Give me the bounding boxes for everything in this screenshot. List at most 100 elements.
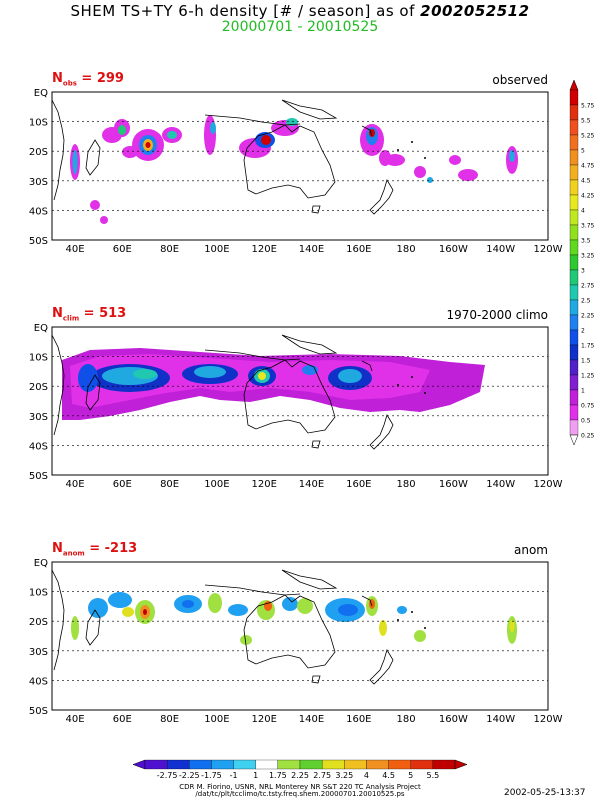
right-colorbar-label: 5.5 <box>581 118 591 125</box>
bottom-colorbar-swatch <box>410 759 434 770</box>
panel-climo <box>51 326 549 476</box>
lon-tick-label: 160E <box>346 244 371 255</box>
lon-tick-label: 100E <box>204 479 229 490</box>
right-colorbar-label: 0.5 <box>581 418 591 425</box>
bottom-colorbar-swatch <box>277 759 301 770</box>
right-colorbar-swatch <box>569 419 579 436</box>
bottom-colorbar-right-arrow <box>454 759 468 770</box>
lon-tick-label: 140W <box>486 244 515 255</box>
panel-observed-label: observed <box>492 73 548 87</box>
bottom-colorbar-label: -2.75 <box>157 771 178 780</box>
right-colorbar-label: 5.75 <box>581 103 595 110</box>
bottom-colorbar-swatch <box>144 759 168 770</box>
right-colorbar-label: 3 <box>581 268 585 275</box>
bottom-colorbar-swatch <box>432 759 456 770</box>
right-colorbar-label: 3.5 <box>581 238 591 245</box>
lat-tick-label: 50S <box>29 706 48 717</box>
bottom-colorbar-label: 1 <box>253 771 258 780</box>
lon-tick-label: 120W <box>534 479 563 490</box>
bottom-colorbar-swatch <box>321 759 345 770</box>
lon-tick-label: 60E <box>113 714 132 725</box>
right-colorbar-label: 3.75 <box>581 223 595 230</box>
right-colorbar-label: 4 <box>581 208 585 215</box>
lat-tick-label: 50S <box>29 236 48 247</box>
right-colorbar-swatch <box>569 374 579 391</box>
observed-density-field <box>70 115 518 224</box>
bottom-colorbar-swatch <box>344 759 367 770</box>
right-colorbar-swatch <box>569 404 579 421</box>
bottom-colorbar-label: 4 <box>364 771 369 780</box>
lat-tick-label: 10S <box>29 353 48 364</box>
lon-tick-label: 160E <box>346 714 371 725</box>
lon-tick-label: 180 <box>397 479 416 490</box>
bottom-colorbar-label: 2.25 <box>291 771 309 780</box>
bottom-colorbar-label: 4.5 <box>382 771 395 780</box>
right-colorbar-swatch <box>569 209 579 226</box>
lat-tick-label: 40S <box>29 441 48 452</box>
right-colorbar-label: 3.25 <box>581 253 595 260</box>
right-colorbar-label: 2.25 <box>581 313 595 320</box>
bottom-colorbar-label: -1.75 <box>201 771 222 780</box>
bottom-colorbar-label: 5 <box>408 771 413 780</box>
lon-tick-label: 160W <box>439 244 468 255</box>
bottom-colorbar-label: 2.75 <box>313 771 331 780</box>
lon-tick-label: 140W <box>486 479 515 490</box>
lat-tick-label: 50S <box>29 471 48 482</box>
right-colorbar-swatch <box>569 164 579 181</box>
right-colorbar-label: 1.25 <box>581 373 595 380</box>
bottom-colorbar-label: 3.25 <box>335 771 353 780</box>
right-colorbar-swatch <box>569 179 579 196</box>
lon-tick-label: 180 <box>397 244 416 255</box>
panel-climo-count: Nclim = 513 <box>52 306 127 323</box>
panel-anom-count: Nanom = -213 <box>52 541 138 558</box>
lon-tick-label: 100E <box>204 714 229 725</box>
right-colorbar-swatch <box>569 254 579 271</box>
panel-anom-label: anom <box>514 543 548 557</box>
right-colorbar-bottom-arrow <box>569 434 579 446</box>
lon-tick-label: 60E <box>113 244 132 255</box>
right-colorbar-top-arrow <box>569 79 579 91</box>
right-colorbar-label: 5.25 <box>581 133 595 140</box>
lon-tick-label: 160E <box>346 479 371 490</box>
bottom-colorbar: -2.75 -2.25 -1.75 -1 1 1.75 2.25 2.75 3.25 4 4.5 5 5… <box>132 759 468 780</box>
bottom-colorbar-left-arrow <box>132 759 146 770</box>
bottom-colorbar-swatch <box>211 759 234 770</box>
right-colorbar-swatch <box>569 239 579 256</box>
right-colorbar-label: 5 <box>581 148 585 155</box>
lon-tick-label: 40E <box>65 479 84 490</box>
lon-tick-label: 40E <box>65 714 84 725</box>
lon-tick-label: 120E <box>251 244 276 255</box>
lat-tick-label: 30S <box>29 177 48 188</box>
bottom-colorbar-swatch <box>388 759 411 770</box>
bottom-colorbar-label: -1 <box>230 771 238 780</box>
lon-tick-label: 140E <box>299 714 324 725</box>
lon-tick-label: 80E <box>160 479 179 490</box>
right-colorbar-label: 2 <box>581 328 585 335</box>
lat-tick-label: 20S <box>29 382 48 393</box>
right-colorbar-swatch <box>569 119 579 136</box>
axis-labels: EQ 10S 20S 30S 40S 50S 40E 60E 80E 100E 120E 140E 16… <box>29 88 563 725</box>
right-colorbar-swatch <box>569 344 579 361</box>
lon-tick-label: 160W <box>439 479 468 490</box>
lat-tick-label: EQ <box>34 88 48 99</box>
lon-tick-label: 80E <box>160 244 179 255</box>
climo-density-field <box>62 348 485 420</box>
bottom-colorbar-swatch <box>233 759 256 770</box>
right-colorbar-swatch <box>569 359 579 376</box>
right-colorbar-swatch <box>569 89 579 106</box>
anom-density-field <box>71 592 517 645</box>
right-colorbar-swatch <box>569 314 579 331</box>
lon-tick-label: 140E <box>299 479 324 490</box>
right-colorbar-label: 4.75 <box>581 163 595 170</box>
lat-tick-label: 20S <box>29 617 48 628</box>
right-colorbar-label: 1.75 <box>581 343 595 350</box>
lat-tick-label: 20S <box>29 147 48 158</box>
right-colorbar-label: 0.25 <box>581 433 595 440</box>
lon-tick-label: 120W <box>534 244 563 255</box>
lat-tick-label: EQ <box>34 323 48 334</box>
bottom-colorbar-label: 1.75 <box>269 771 287 780</box>
lon-tick-label: 60E <box>113 479 132 490</box>
lat-tick-label: 40S <box>29 206 48 217</box>
lon-tick-label: 100E <box>204 244 229 255</box>
